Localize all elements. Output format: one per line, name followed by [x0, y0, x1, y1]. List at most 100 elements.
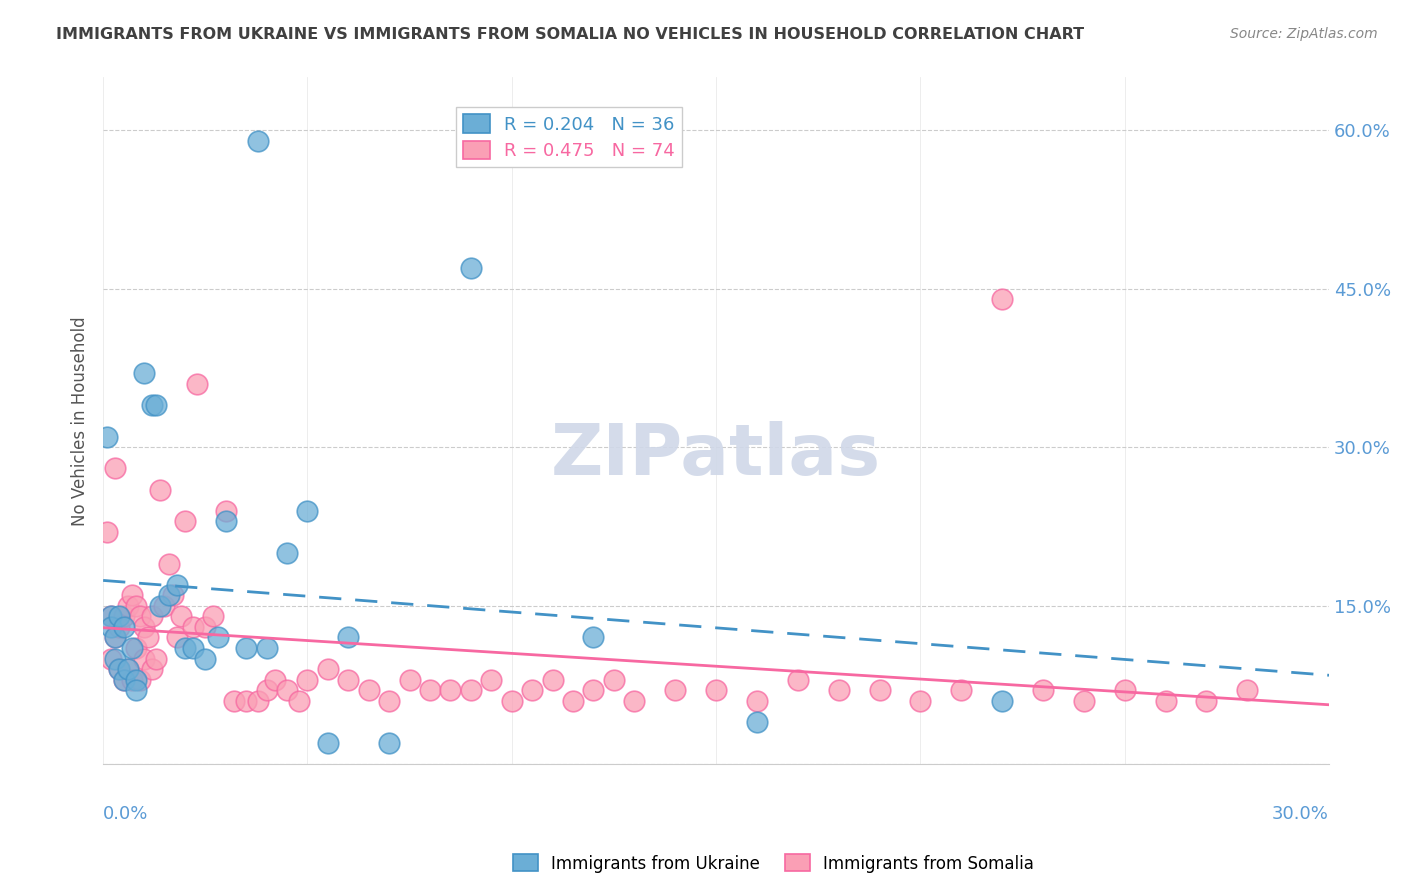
Point: [745, 694, 768, 708]
Point: [316, 736, 339, 750]
Point: [96, 524, 118, 539]
Point: [129, 609, 152, 624]
Point: [297, 673, 319, 687]
Point: [297, 504, 319, 518]
Point: [398, 673, 420, 687]
Point: [104, 631, 127, 645]
Point: [170, 609, 193, 624]
Point: [125, 673, 148, 687]
Point: [419, 683, 441, 698]
Point: [173, 640, 195, 655]
Point: [869, 683, 891, 698]
Point: [522, 683, 544, 698]
Point: [141, 609, 163, 624]
Point: [166, 577, 188, 591]
Point: [166, 631, 188, 645]
Point: [121, 588, 143, 602]
Point: [194, 620, 217, 634]
Point: [108, 620, 131, 634]
Point: [745, 714, 768, 729]
Point: [460, 683, 482, 698]
Point: [562, 694, 585, 708]
Point: [263, 673, 285, 687]
Point: [235, 694, 257, 708]
Point: [173, 514, 195, 528]
Point: [1195, 694, 1218, 708]
Point: [991, 293, 1014, 307]
Point: [181, 620, 204, 634]
Point: [112, 673, 135, 687]
Point: [215, 504, 238, 518]
Point: [96, 430, 118, 444]
Point: [357, 683, 380, 698]
Point: [501, 694, 523, 708]
Point: [276, 683, 298, 698]
Point: [541, 673, 564, 687]
Point: [247, 694, 270, 708]
Point: [117, 662, 139, 676]
Point: [149, 599, 172, 613]
Point: [215, 514, 238, 528]
Point: [256, 683, 278, 698]
Point: [1154, 694, 1177, 708]
Point: [222, 694, 245, 708]
Point: [786, 673, 808, 687]
Point: [337, 631, 360, 645]
Point: [181, 640, 204, 655]
Point: [479, 673, 502, 687]
Point: [202, 609, 225, 624]
Point: [582, 631, 605, 645]
Point: [439, 683, 461, 698]
Point: [108, 609, 131, 624]
Point: [121, 640, 143, 655]
Point: [108, 662, 131, 676]
Point: [207, 631, 229, 645]
Point: [125, 683, 148, 698]
Point: [125, 640, 148, 655]
Point: [145, 651, 167, 665]
Point: [153, 599, 176, 613]
Point: [112, 609, 135, 624]
Text: ZIPatlas: ZIPatlas: [551, 421, 882, 490]
Point: [149, 483, 172, 497]
Point: [157, 588, 180, 602]
Point: [664, 683, 686, 698]
Point: [827, 683, 849, 698]
Point: [132, 367, 155, 381]
Point: [910, 694, 932, 708]
Point: [104, 461, 127, 475]
Point: [288, 694, 311, 708]
Point: [117, 599, 139, 613]
Point: [112, 673, 135, 687]
Point: [1236, 683, 1258, 698]
Point: [125, 599, 148, 613]
Point: [112, 620, 135, 634]
Point: [582, 683, 605, 698]
Point: [1073, 694, 1095, 708]
Text: 0.0%: 0.0%: [103, 805, 149, 823]
Point: [108, 662, 131, 676]
Point: [100, 651, 122, 665]
Legend: R = 0.204   N = 36, R = 0.475   N = 74: R = 0.204 N = 36, R = 0.475 N = 74: [456, 107, 682, 168]
Point: [100, 620, 122, 634]
Point: [141, 398, 163, 412]
Point: [145, 398, 167, 412]
Point: [256, 640, 278, 655]
Point: [704, 683, 727, 698]
Point: [460, 260, 482, 275]
Point: [100, 609, 122, 624]
Point: [136, 631, 159, 645]
Point: [235, 640, 257, 655]
Point: [603, 673, 626, 687]
Point: [186, 376, 208, 391]
Point: [247, 134, 270, 148]
Point: [1032, 683, 1054, 698]
Point: [129, 673, 152, 687]
Point: [141, 662, 163, 676]
Point: [378, 736, 401, 750]
Point: [100, 609, 122, 624]
Text: IMMIGRANTS FROM UKRAINE VS IMMIGRANTS FROM SOMALIA NO VEHICLES IN HOUSEHOLD CORR: IMMIGRANTS FROM UKRAINE VS IMMIGRANTS FR…: [56, 27, 1084, 42]
Point: [316, 662, 339, 676]
Text: 30.0%: 30.0%: [1272, 805, 1329, 823]
Text: Source: ZipAtlas.com: Source: ZipAtlas.com: [1230, 27, 1378, 41]
